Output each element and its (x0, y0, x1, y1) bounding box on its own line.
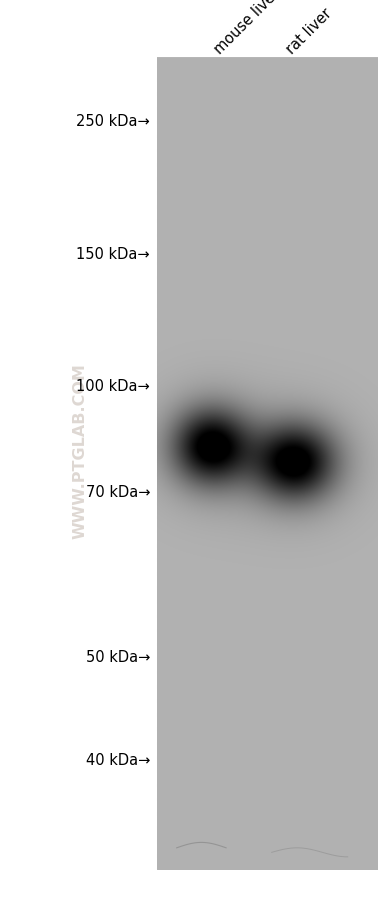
Text: WWW.PTGLAB.COM: WWW.PTGLAB.COM (72, 364, 87, 538)
Text: 40 kDa→: 40 kDa→ (86, 752, 150, 767)
Text: rat liver: rat liver (284, 5, 335, 57)
Text: mouse liver: mouse liver (212, 0, 283, 57)
Text: 70 kDa→: 70 kDa→ (86, 484, 150, 499)
Text: 250 kDa→: 250 kDa→ (76, 115, 150, 129)
Text: 50 kDa→: 50 kDa→ (86, 649, 150, 664)
Text: 100 kDa→: 100 kDa→ (76, 379, 150, 393)
Bar (158, 59, 378, 870)
Text: 150 kDa→: 150 kDa→ (76, 247, 150, 262)
